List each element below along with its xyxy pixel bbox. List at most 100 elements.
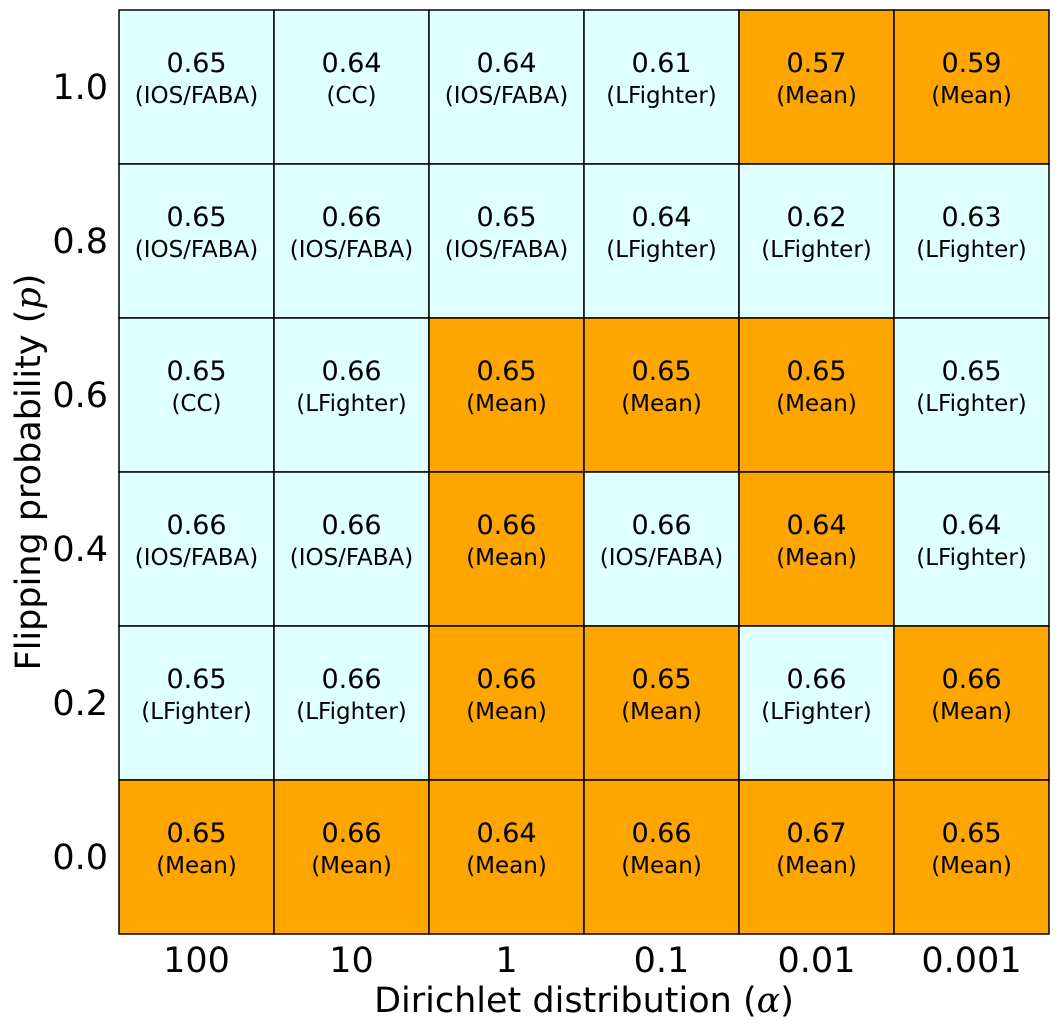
heatmap-cell: 0.64 (LFighter) xyxy=(583,163,740,319)
cell-rect xyxy=(583,163,740,319)
cell-rect xyxy=(428,9,585,165)
cell-method-label: (IOS/FABA) xyxy=(445,83,569,109)
cell-rect xyxy=(428,471,585,627)
cell-value: 0.65 xyxy=(631,356,691,387)
cell-method-label: (IOS/FABA) xyxy=(135,545,259,571)
cell-rect xyxy=(893,9,1050,165)
cell-value: 0.65 xyxy=(166,48,226,79)
cell-value: 0.64 xyxy=(941,510,1001,541)
cell-rect xyxy=(893,471,1050,627)
heatmap-cell: 0.63 (LFighter) xyxy=(893,163,1050,319)
cell-value: 0.65 xyxy=(786,356,846,387)
heatmap-cell: 0.66 (IOS/FABA) xyxy=(118,471,275,627)
cell-value: 0.64 xyxy=(631,202,691,233)
cell-method-label: (IOS/FABA) xyxy=(600,545,724,571)
x-tick-label: 10 xyxy=(329,941,374,981)
cell-rect xyxy=(118,9,275,165)
heatmap-cell: 0.65 (IOS/FABA) xyxy=(428,163,585,319)
cell-method-label: (Mean) xyxy=(466,545,547,571)
cell-method-label: (Mean) xyxy=(931,853,1012,879)
cell-value: 0.66 xyxy=(476,664,536,695)
heatmap-cell: 0.65 (Mean) xyxy=(428,317,585,473)
heatmap-cell: 0.65 (Mean) xyxy=(583,317,740,473)
cell-method-label: (Mean) xyxy=(311,853,392,879)
cell-value: 0.65 xyxy=(941,356,1001,387)
heatmap-cell: 0.66 (IOS/FABA) xyxy=(583,471,740,627)
cell-rect xyxy=(738,471,895,627)
heatmap-cell: 0.64 (Mean) xyxy=(428,779,585,935)
cell-method-label: (Mean) xyxy=(466,391,547,417)
heatmap-cell: 0.65 (IOS/FABA) xyxy=(118,163,275,319)
y-tick-label: 1.0 xyxy=(52,68,108,108)
cell-value: 0.65 xyxy=(476,356,536,387)
heatmap-cells: 0.65 (IOS/FABA) 0.64 (CC) 0.64 (IOS/FABA) 0.61… xyxy=(118,9,1050,935)
cell-method-label: (LFighter) xyxy=(916,237,1027,263)
cell-method-label: (Mean) xyxy=(776,545,857,571)
cell-value: 0.66 xyxy=(786,664,846,695)
heatmap-cell: 0.65 (Mean) xyxy=(583,625,740,781)
cell-value: 0.65 xyxy=(941,818,1001,849)
heatmap-cell: 0.66 (Mean) xyxy=(583,779,740,935)
cell-rect xyxy=(893,625,1050,781)
cell-method-label: (Mean) xyxy=(776,391,857,417)
cell-method-label: (LFighter) xyxy=(916,545,1027,571)
cell-rect xyxy=(118,471,275,627)
cell-method-label: (Mean) xyxy=(776,853,857,879)
cell-value: 0.66 xyxy=(166,510,226,541)
cell-method-label: (Mean) xyxy=(931,699,1012,725)
cell-rect xyxy=(738,9,895,165)
x-tick-label: 1 xyxy=(495,941,517,981)
cell-method-label: (CC) xyxy=(326,83,376,109)
y-tick-label: 0.6 xyxy=(52,376,108,416)
y-tick-label: 0.0 xyxy=(52,838,108,878)
heatmap-cell: 0.65 (Mean) xyxy=(118,779,275,935)
cell-method-label: (IOS/FABA) xyxy=(290,545,414,571)
y-tick-label: 0.2 xyxy=(52,684,108,724)
cell-value: 0.59 xyxy=(941,48,1001,79)
cell-rect xyxy=(118,779,275,935)
cell-value: 0.57 xyxy=(786,48,846,79)
cell-method-label: (Mean) xyxy=(466,699,547,725)
cell-method-label: (LFighter) xyxy=(606,83,717,109)
heatmap-cell: 0.66 (Mean) xyxy=(273,779,430,935)
heatmap-cell: 0.62 (LFighter) xyxy=(738,163,895,319)
heatmap-cell: 0.67 (Mean) xyxy=(738,779,895,935)
cell-rect xyxy=(583,317,740,473)
heatmap-cell: 0.65 (LFighter) xyxy=(118,625,275,781)
cell-method-label: (Mean) xyxy=(466,853,547,879)
cell-value: 0.66 xyxy=(476,510,536,541)
x-tick-labels: 100 10 1 0.1 0.01 0.001 xyxy=(163,941,1022,981)
heatmap-cell: 0.65 (LFighter) xyxy=(893,317,1050,473)
cell-value: 0.66 xyxy=(321,356,381,387)
cell-value: 0.67 xyxy=(786,818,846,849)
heatmap-cell: 0.64 (IOS/FABA) xyxy=(428,9,585,165)
cell-method-label: (LFighter) xyxy=(296,391,407,417)
cell-value: 0.64 xyxy=(786,510,846,541)
cell-rect xyxy=(583,471,740,627)
cell-method-label: (LFighter) xyxy=(296,699,407,725)
heatmap-cell: 0.66 (Mean) xyxy=(428,471,585,627)
heatmap-cell: 0.66 (LFighter) xyxy=(273,317,430,473)
heatmap-cell: 0.59 (Mean) xyxy=(893,9,1050,165)
y-tick-label: 0.8 xyxy=(52,222,108,262)
y-tick-label: 0.4 xyxy=(52,530,108,570)
cell-method-label: (LFighter) xyxy=(761,699,872,725)
cell-value: 0.66 xyxy=(941,664,1001,695)
cell-rect xyxy=(583,779,740,935)
heatmap-cell: 0.66 (IOS/FABA) xyxy=(273,163,430,319)
cell-method-label: (Mean) xyxy=(621,853,702,879)
cell-method-label: (Mean) xyxy=(621,699,702,725)
cell-value: 0.65 xyxy=(166,664,226,695)
cell-value: 0.66 xyxy=(321,202,381,233)
x-tick-label: 0.01 xyxy=(778,941,856,981)
heatmap-cell: 0.66 (Mean) xyxy=(428,625,585,781)
cell-value: 0.64 xyxy=(476,818,536,849)
cell-method-label: (Mean) xyxy=(156,853,237,879)
cell-method-label: (LFighter) xyxy=(916,391,1027,417)
y-axis-label: Flipping probability (p) xyxy=(9,274,49,671)
cell-rect xyxy=(583,625,740,781)
y-tick-labels: 1.0 0.8 0.6 0.4 0.2 0.0 xyxy=(52,68,108,878)
cell-method-label: (IOS/FABA) xyxy=(445,237,569,263)
cell-method-label: (IOS/FABA) xyxy=(290,237,414,263)
